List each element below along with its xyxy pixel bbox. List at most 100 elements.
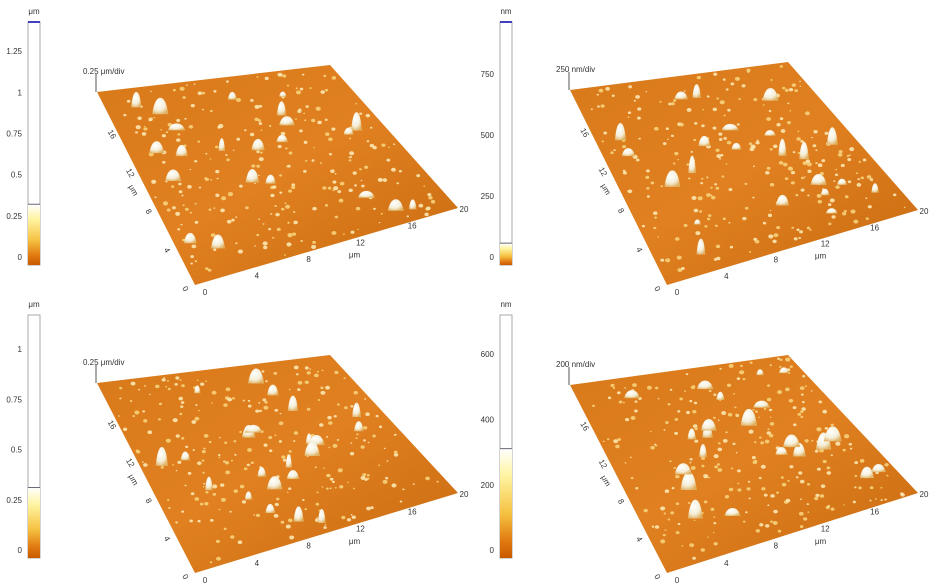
y-axis-label: μm: [127, 473, 141, 488]
grain: [703, 474, 708, 478]
grain: [655, 387, 658, 390]
grain: [284, 202, 286, 204]
grain: [799, 86, 801, 87]
grain: [699, 210, 702, 213]
grain: [666, 127, 669, 130]
grain: [202, 472, 204, 474]
grain: [197, 520, 200, 523]
grain: [665, 421, 669, 424]
grain: [181, 510, 184, 512]
grain: [893, 194, 896, 197]
grain: [667, 138, 669, 140]
grain: [384, 448, 386, 449]
grain: [807, 170, 811, 173]
grain: [655, 525, 659, 529]
grain: [189, 519, 193, 522]
x-tick-label: 8: [774, 542, 779, 551]
grain: [737, 469, 741, 472]
grain: [226, 387, 231, 391]
grain: [693, 424, 698, 428]
grain: [800, 480, 805, 484]
grain: [329, 153, 332, 155]
grain: [782, 87, 785, 90]
y-tick-label: 0: [180, 285, 190, 294]
grain: [687, 108, 692, 112]
y-tick-label: 4: [634, 246, 644, 255]
grain: [818, 163, 823, 167]
grain: [607, 438, 609, 440]
grain: [253, 514, 255, 515]
grain: [767, 428, 769, 430]
grain: [351, 514, 353, 516]
grain: [300, 88, 304, 91]
grain: [287, 492, 289, 493]
grain: [168, 507, 171, 509]
grain: [610, 151, 613, 154]
grain: [279, 421, 284, 425]
grain: [881, 499, 883, 501]
grain: [363, 439, 366, 441]
grain: [739, 370, 744, 374]
grain: [807, 483, 810, 486]
grain: [791, 181, 795, 184]
grain: [738, 98, 741, 100]
grain: [752, 456, 756, 459]
surface: [97, 65, 458, 285]
grain: [802, 401, 805, 403]
grain: [660, 539, 665, 543]
grain: [293, 211, 296, 213]
grain: [135, 131, 138, 133]
grain: [686, 163, 689, 165]
grain: [727, 384, 731, 387]
afm-panel: μm10.750.50.2500.25 μm/div04812162004812…: [6, 300, 469, 585]
x-tick-label: 12: [356, 238, 365, 247]
grain: [693, 139, 696, 141]
grain: [284, 254, 286, 256]
grain: [218, 454, 221, 456]
grain: [635, 400, 638, 402]
grain: [320, 386, 323, 389]
grain: [294, 431, 298, 434]
x-tick-label: 8: [306, 542, 311, 551]
x-tick-label: 16: [408, 507, 417, 516]
grain: [123, 114, 126, 116]
grain: [831, 454, 833, 456]
grain: [424, 213, 428, 217]
grain: [221, 498, 226, 502]
y-tick-label: 16: [106, 128, 119, 141]
grain: [225, 461, 229, 464]
grain: [427, 193, 431, 196]
grain: [269, 125, 271, 127]
grain: [200, 503, 204, 506]
grain: [186, 84, 188, 85]
grain: [393, 143, 395, 145]
grain: [849, 443, 852, 446]
grain: [394, 434, 396, 436]
grain: [722, 175, 725, 177]
grain: [216, 540, 220, 543]
grain: [716, 97, 719, 99]
grain: [799, 230, 803, 233]
grain: [796, 476, 799, 478]
grain: [671, 102, 675, 105]
grain: [178, 183, 181, 186]
grain: [198, 91, 203, 95]
x-tick-label: 20: [920, 207, 929, 216]
x-tick-label: 0: [675, 576, 680, 585]
grain: [425, 477, 430, 481]
grain: [801, 189, 805, 192]
grain: [781, 129, 786, 133]
grain: [259, 122, 263, 125]
grain: [258, 175, 260, 176]
grain: [388, 147, 390, 148]
grain: [728, 188, 732, 191]
grain: [368, 442, 370, 444]
y-tick-label: 8: [616, 207, 626, 216]
grain: [787, 121, 791, 124]
grain: [602, 140, 604, 142]
grain: [780, 65, 783, 68]
y-axis-label: μm: [599, 182, 613, 197]
grain: [795, 194, 798, 196]
grain: [770, 520, 773, 522]
grain: [330, 478, 334, 481]
